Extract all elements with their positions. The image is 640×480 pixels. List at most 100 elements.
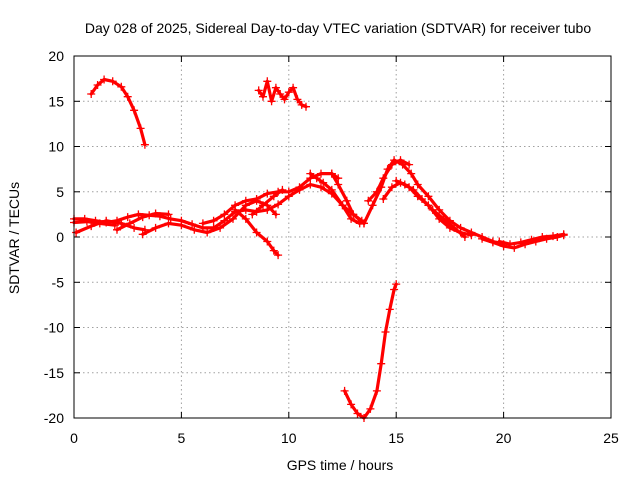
data-point-marker — [220, 210, 229, 219]
y-tick-label: 15 — [48, 93, 64, 109]
data-point-marker — [134, 210, 143, 219]
data-point-marker — [495, 237, 504, 246]
data-point-marker — [248, 210, 257, 219]
data-point-marker — [327, 185, 336, 194]
chart-title: Day 028 of 2025, Sidereal Day-to-day VTE… — [85, 20, 592, 36]
data-point-marker — [334, 180, 343, 189]
series-arc-9 — [306, 169, 364, 228]
data-point-marker — [252, 195, 261, 203]
data-point-marker — [136, 124, 145, 133]
y-tick-label: -15 — [44, 365, 64, 381]
data-point-marker — [269, 192, 278, 201]
data-point-marker — [450, 223, 459, 232]
data-point-marker — [302, 102, 310, 111]
data-point-marker — [177, 221, 186, 230]
data-point-marker — [377, 359, 386, 368]
data-point-marker — [95, 219, 104, 228]
data-point-marker — [478, 234, 487, 243]
data-point-marker — [390, 285, 399, 294]
series-arc-19 — [340, 280, 401, 422]
data-point-marker — [130, 106, 139, 115]
data-point-marker — [276, 90, 285, 98]
series-arc-6 — [198, 169, 343, 228]
data-point-marker — [271, 210, 280, 219]
series-arc-5 — [138, 196, 280, 239]
data-point-marker — [510, 243, 519, 252]
x-tick-labels: 0 5 10 15 20 25 — [70, 430, 619, 446]
data-point-marker — [418, 195, 426, 203]
data-point-marker — [538, 233, 547, 241]
data-point-marker — [164, 210, 173, 219]
data-point-marker — [72, 228, 81, 237]
data-point-marker — [392, 176, 401, 185]
data-point-marker — [263, 237, 272, 246]
series-layer — [70, 75, 568, 422]
series-arc-4 — [113, 209, 173, 234]
data-point-marker — [259, 201, 267, 210]
series-line — [141, 199, 278, 236]
data-point-marker — [428, 205, 437, 214]
data-point-marker — [340, 386, 349, 395]
data-point-marker — [108, 77, 117, 86]
data-point-marker — [100, 75, 109, 84]
data-point-marker — [379, 174, 388, 183]
data-point-marker — [413, 180, 422, 189]
data-point-marker — [278, 185, 287, 194]
data-point-marker — [392, 280, 401, 289]
data-point-marker — [241, 196, 250, 205]
series-arc-3 — [70, 217, 119, 230]
data-point-marker — [387, 183, 396, 192]
series-arc-8 — [248, 185, 287, 219]
data-point-marker — [123, 92, 132, 101]
y-tick-label: -5 — [52, 274, 65, 290]
data-point-marker — [259, 92, 267, 101]
data-point-marker — [385, 305, 394, 314]
data-point-marker — [407, 169, 416, 178]
data-point-marker — [130, 223, 139, 232]
data-point-marker — [317, 183, 325, 192]
data-point-marker — [269, 246, 278, 255]
data-point-marker — [396, 156, 405, 165]
axis-ticks — [73, 55, 612, 419]
data-point-marker — [327, 169, 336, 178]
data-point-marker — [140, 140, 149, 149]
x-tick-label: 5 — [178, 430, 186, 446]
data-point-marker — [319, 178, 328, 187]
data-point-marker — [368, 201, 377, 210]
data-point-marker — [190, 225, 199, 234]
x-axis-label: GPS time / hours — [287, 457, 394, 473]
data-point-marker — [203, 228, 212, 237]
y-axis-label: SDTVAR / TECUs — [6, 182, 22, 294]
x-tick-label: 10 — [281, 430, 297, 446]
data-point-marker — [151, 209, 160, 218]
data-point-marker — [372, 386, 381, 395]
data-point-marker — [306, 169, 315, 178]
data-point-marker — [293, 95, 302, 104]
data-point-marker — [387, 160, 396, 169]
data-point-marker — [209, 216, 218, 225]
data-point-marker — [516, 238, 525, 247]
data-point-marker — [506, 240, 514, 249]
series-line — [72, 182, 366, 230]
x-tick-label: 15 — [388, 430, 404, 446]
series-arc-2 — [72, 216, 149, 237]
data-point-marker — [188, 220, 197, 229]
x-tick-label: 25 — [603, 430, 619, 446]
series-arc-16 — [495, 230, 568, 249]
data-point-marker — [400, 180, 409, 189]
data-point-marker — [216, 223, 225, 232]
data-point-marker — [353, 409, 362, 418]
x-tick-label: 20 — [496, 430, 512, 446]
data-point-marker — [559, 230, 568, 239]
data-point-marker — [364, 196, 373, 205]
data-point-marker — [297, 100, 306, 109]
series-arc-12 — [364, 156, 414, 205]
data-point-marker — [241, 214, 250, 223]
y-tick-labels: -20 -15 -10 -5 0 5 10 15 20 — [44, 48, 64, 426]
data-point-marker — [372, 187, 381, 196]
series-line — [366, 158, 411, 203]
series-line — [250, 188, 284, 216]
data-point-marker — [274, 251, 283, 260]
series-line — [201, 172, 340, 225]
y-tick-label: 0 — [56, 229, 64, 245]
